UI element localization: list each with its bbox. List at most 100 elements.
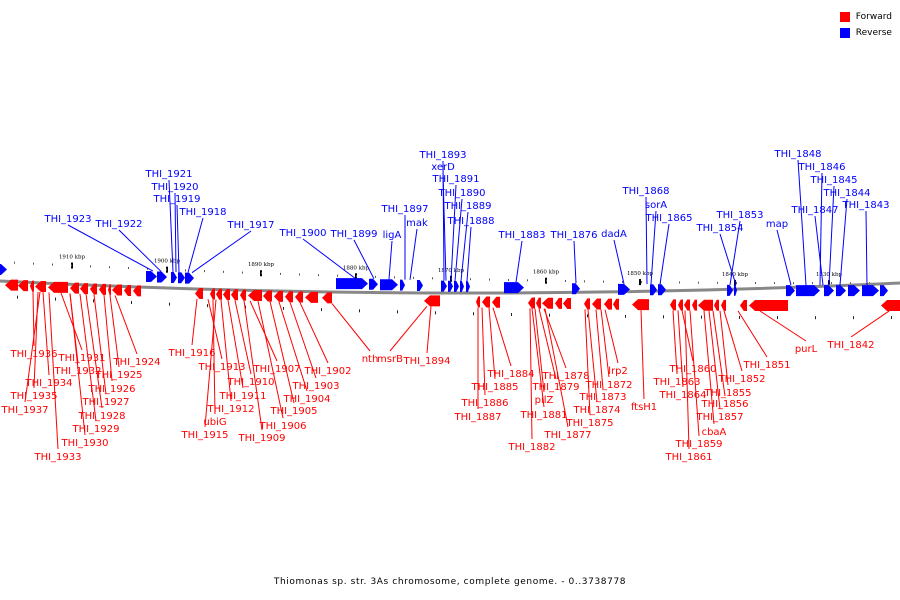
- leader-line: [33, 291, 39, 389]
- leader-line: [24, 291, 41, 403]
- reverse-gene-arrow: [336, 278, 368, 290]
- leader-line: [719, 233, 737, 286]
- reverse-gene-arrow: [369, 278, 378, 290]
- scale-dot: [55, 297, 56, 301]
- scale-dot: [261, 272, 262, 275]
- forward-gene-arrow: [210, 288, 215, 300]
- leader-line: [595, 309, 604, 390]
- scale-dot: [14, 261, 15, 264]
- reverse-gene-arrow: [400, 279, 405, 291]
- forward-gene-arrow: [108, 284, 111, 296]
- figure-caption: Thiomonas sp. str. 3As chromosome, compl…: [273, 577, 627, 587]
- leader-line: [187, 217, 204, 273]
- reverse-gene-arrow: [454, 280, 459, 292]
- leader-line: [587, 309, 598, 403]
- scale-dot: [641, 281, 642, 284]
- legend-forward: Forward: [839, 9, 892, 25]
- gene-label-thi-1863: THI_1863: [652, 377, 700, 388]
- gene-label-thi-1911: THI_1911: [218, 391, 266, 402]
- leader-line: [269, 301, 295, 404]
- gene-label-thi-1913: THI_1913: [197, 362, 245, 373]
- forward-gene-arrow: [216, 288, 222, 300]
- scale-dot: [242, 271, 243, 274]
- reverse-gene-arrow: [171, 271, 177, 283]
- gene-label-thi-1918: THI_1918: [178, 207, 226, 218]
- forward-gene-arrow: [90, 283, 97, 295]
- scale-dot: [755, 281, 756, 284]
- leader-line: [719, 310, 729, 386]
- scale-dot: [394, 276, 395, 279]
- leader-line: [797, 159, 807, 286]
- reverse-gene-arrow: [146, 271, 157, 283]
- leader-line: [776, 229, 792, 286]
- leader-line: [278, 301, 308, 392]
- gene-label-thi-1935: THI_1935: [9, 391, 57, 402]
- scale-label: 1890 kbp: [248, 262, 275, 268]
- forward-gene-arrow: [80, 283, 88, 295]
- scale-label: 1880 kbp: [343, 265, 370, 271]
- reverse-gene-arrow: [460, 281, 464, 293]
- scale-dot: [299, 273, 300, 276]
- forward-gene-arrow: [305, 291, 318, 303]
- gene-label-thi-1906: THI_1906: [258, 421, 306, 432]
- forward-gene-arrow: [670, 299, 676, 311]
- gene-label-thi-1899: THI_1899: [329, 229, 377, 240]
- scale-dot: [565, 280, 566, 283]
- scale-dot: [283, 306, 284, 310]
- scale-dot: [356, 275, 357, 278]
- leader-line: [659, 223, 670, 285]
- leader-line: [85, 294, 103, 409]
- scale-dot: [625, 314, 626, 318]
- gene-label-thi-1874: THI_1874: [572, 405, 620, 416]
- scale-dot: [831, 282, 832, 285]
- forward-gene-arrow: [48, 281, 68, 293]
- gene-label-thi-1932: THI_1932: [53, 366, 101, 377]
- scale-dot: [891, 316, 892, 320]
- reverse-swatch: [839, 28, 850, 38]
- forward-swatch: [839, 12, 850, 22]
- leader-line: [109, 295, 120, 368]
- scale-dot: [622, 280, 623, 283]
- reverse-gene-arrow: [441, 280, 447, 292]
- scale-dot: [701, 315, 702, 319]
- gene-label-thi-1927: THI_1927: [81, 397, 129, 408]
- leader-line: [454, 198, 463, 281]
- forward-gene-arrow: [881, 300, 900, 312]
- leader-line: [839, 198, 848, 286]
- forward-gene-arrow: [536, 297, 541, 309]
- gene-label-thi-1921: THI_1921: [144, 169, 192, 180]
- reverse-gene-arrow: [786, 285, 795, 297]
- leader-line: [42, 292, 50, 376]
- gene-label-purl: purL: [795, 344, 818, 355]
- scale-dot: [169, 302, 170, 306]
- reverse-gene-arrow: [0, 264, 7, 276]
- gene-label-thi-1855: THI_1855: [703, 388, 751, 399]
- gene-label-thi-1857: THI_1857: [695, 412, 743, 423]
- leader-line: [426, 306, 432, 354]
- gene-label-sora: sorA: [645, 200, 667, 211]
- scale-dot: [223, 270, 224, 273]
- scale-dot: [318, 274, 319, 277]
- gene-label-thi-1888: THI_1888: [446, 216, 494, 227]
- leader-line: [442, 172, 447, 281]
- gene-label-nth: nth: [362, 354, 379, 365]
- leader-line: [466, 226, 472, 282]
- forward-gene-arrow: [584, 298, 590, 310]
- forward-gene-arrow: [274, 290, 283, 302]
- leader-line: [481, 307, 486, 396]
- scale-dot: [853, 316, 854, 320]
- leader-line: [708, 310, 721, 410]
- leader-line: [723, 310, 743, 372]
- gene-label-thi-1917: THI_1917: [226, 220, 274, 231]
- gene-label-thi-1854: THI_1854: [695, 223, 743, 234]
- leader-line: [212, 299, 216, 415]
- leader-line: [737, 310, 768, 358]
- gene-label-thi-1929: THI_1929: [71, 424, 119, 435]
- gene-label-thi-1844: THI_1844: [822, 188, 870, 199]
- gene-label-thi-1879: THI_1879: [531, 382, 579, 393]
- leader-line: [450, 184, 457, 281]
- leader-line: [220, 299, 232, 402]
- reverse-gene-arrow: [836, 285, 846, 297]
- legend: Forward Reverse: [839, 9, 892, 41]
